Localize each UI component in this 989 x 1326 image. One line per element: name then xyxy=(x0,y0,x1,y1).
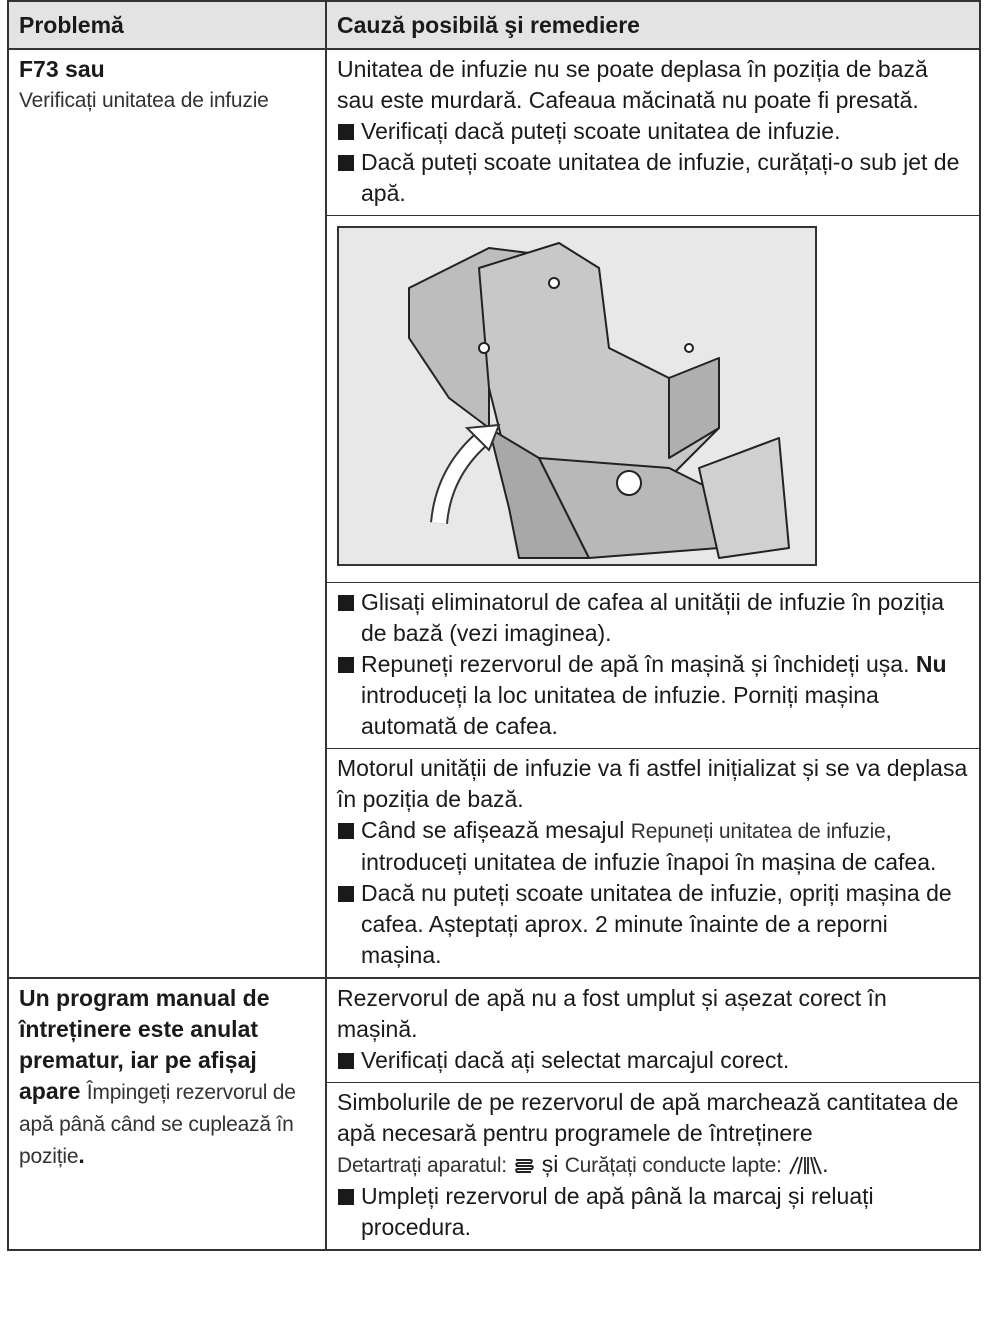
descale-icon xyxy=(515,1159,535,1173)
header-cell: Problemă xyxy=(7,0,327,50)
step: Când se afișează mesajul Repuneți unitat… xyxy=(337,815,969,878)
step: Dacă puteți scoate unitatea de infuzie, … xyxy=(337,147,969,209)
text: introduceți la loc unitatea de infuzie. … xyxy=(361,682,879,739)
row: Un program manual de întreținere este an… xyxy=(7,977,981,1251)
paragraph: Motorul unității de infuzie va fi astfel… xyxy=(337,755,968,812)
illustration xyxy=(337,226,817,566)
header-cell: Cauză posibilă şi remediere xyxy=(325,0,981,50)
problem-cell: F73 sau Verificați unitatea de infuzie xyxy=(7,48,327,979)
display-message: Repuneți unitatea de infuzie xyxy=(630,820,886,843)
step: Umpleți rezervorul de apă până la marcaj… xyxy=(337,1181,969,1243)
step: Dacă nu puteți scoate unitatea de infuzi… xyxy=(337,878,969,971)
display-message: Detartrați aparatul: xyxy=(337,1154,507,1177)
troubleshooting-table: Problemă Cauză posibilă şi remediere F73… xyxy=(7,0,981,1251)
symbols-line: Detartrați aparatul: și Curățați conduct… xyxy=(337,1149,969,1181)
emphasis: Nu xyxy=(915,651,947,677)
problem-cell: Un program manual de întreținere este an… xyxy=(7,977,327,1251)
milk-icon xyxy=(789,1156,822,1175)
problem-text: Un program manual de întreținere este an… xyxy=(19,985,270,1104)
text: Când se afișează mesajul xyxy=(361,817,625,843)
paragraph: Simbolurile de pe rezervorul de apă marc… xyxy=(337,1089,959,1146)
display-message: Verificați unitatea de infuzie xyxy=(19,89,269,112)
text: și xyxy=(541,1151,559,1177)
paragraph: Unitatea de infuzie nu se poate deplasa … xyxy=(337,56,928,113)
step: Repuneți rezervorul de apă în mașină și … xyxy=(337,649,969,742)
section: Rezervorul de apă nu a fost umplut și aș… xyxy=(327,979,979,1082)
step: Verificați dacă puteți scoate unitatea d… xyxy=(337,116,969,147)
display-message: Curățați conducte lapte: xyxy=(564,1154,782,1177)
row: F73 sau Verificați unitatea de infuzie U… xyxy=(7,48,981,979)
section xyxy=(327,215,979,582)
paragraph: Rezervorul de apă nu a fost umplut și aș… xyxy=(337,985,887,1042)
step: Verificați dacă ați selectat marcajul co… xyxy=(337,1045,969,1076)
error-code: F73 sau xyxy=(19,56,105,82)
brewing-unit-drawing xyxy=(408,242,790,559)
problem-text: . xyxy=(78,1142,85,1168)
cause-cell: Unitatea de infuzie nu se poate deplasa … xyxy=(325,48,981,979)
section: Motorul unității de infuzie va fi astfel… xyxy=(327,748,979,977)
display-message: Împingeți rezervorul de apă până când se… xyxy=(19,1081,296,1168)
cause-cell: Rezervorul de apă nu a fost umplut și aș… xyxy=(325,977,981,1251)
text: . xyxy=(822,1151,829,1177)
header-row: Problemă Cauză posibilă şi remediere xyxy=(7,0,981,50)
text: , introduceți unitatea de infuzie înapoi… xyxy=(361,817,937,875)
step: Glisați eliminatorul de cafea al unități… xyxy=(337,587,969,649)
section: Simbolurile de pe rezervorul de apă marc… xyxy=(327,1082,979,1249)
text: Repuneți rezervorul de apă în mașină și … xyxy=(361,651,910,677)
section: Unitatea de infuzie nu se poate deplasa … xyxy=(327,50,979,215)
section: Glisați eliminatorul de cafea al unități… xyxy=(327,582,979,748)
